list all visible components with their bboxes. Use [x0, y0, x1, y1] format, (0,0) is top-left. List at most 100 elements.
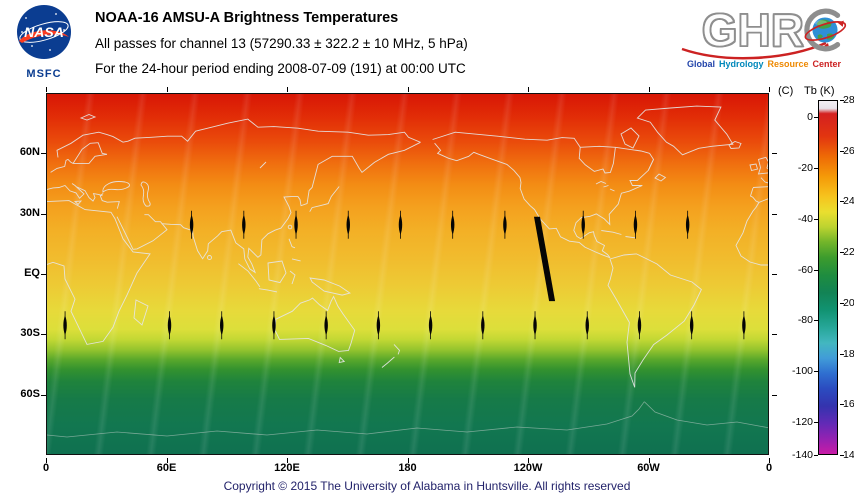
colorbar-kelvin-tick [840, 150, 844, 152]
colorbar-kelvin-tick-label: 160 [843, 398, 854, 411]
lon-tick-bottom [287, 458, 288, 463]
antarctic-coastlines [47, 401, 768, 438]
copyright-text: Copyright © 2015 The University of Alaba… [223, 479, 631, 493]
title-block: NOAA-16 AMSU-A Brightness Temperatures A… [95, 6, 468, 81]
lat-tick-right [772, 274, 777, 275]
ghrc-logo: GHR Global Hydrology Resource Center [678, 3, 850, 83]
colorbar-celsius-tick-label: -20 [797, 162, 813, 175]
lon-tick-bottom [407, 458, 409, 463]
colorbar-kelvin-tick-label: 260 [843, 144, 854, 157]
data-gap-mark [324, 315, 328, 336]
lat-tick-label: 30N [19, 206, 40, 219]
ghrc-subtitle-word: Center [812, 59, 842, 69]
map-panel: 0 60E 120E 180 120W 60W 0 60N 30N EQ 30S 60S [0, 87, 854, 479]
colorbar-kelvin-tick [840, 353, 844, 355]
lat-tick-right [772, 213, 777, 215]
colorbar-kelvin-tick-label: 280 [843, 94, 854, 106]
data-gap-mark [503, 214, 507, 235]
lon-tick-bottom [166, 458, 168, 463]
lon-tick-label: 60W [637, 462, 660, 474]
colorbar-celsius-tick-label: -140 [791, 449, 813, 461]
lon-tick-top [166, 87, 168, 92]
ghrc-subtitle-word: Hydrology [718, 59, 764, 69]
nasa-meatball-icon: NASA [17, 5, 71, 59]
map-canvas [46, 93, 769, 455]
nasa-logo: NASA MSFC [10, 2, 78, 80]
lon-tick-bottom [528, 458, 529, 463]
colorbar: (C) Tb (K) 280 260 240 220 200 180 160 140 0 -20 -… [778, 85, 854, 485]
colorbar-celsius-tick-label: 0 [807, 111, 813, 124]
lon-tick-top [769, 87, 770, 92]
data-gap-mark [376, 315, 381, 336]
lon-tick-top [46, 87, 47, 92]
lon-tick-label: 180 [398, 462, 417, 474]
colorbar-labels: 280 260 240 220 200 180 160 140 0 -20 -40 -60 -80 -10… [778, 85, 854, 485]
colorbar-celsius-tick-label: -80 [797, 314, 813, 327]
colorbar-kelvin-tick [840, 252, 844, 254]
lon-tick-bottom [769, 458, 770, 463]
swath-texture [47, 94, 768, 454]
colorbar-celsius-tick-label: -60 [797, 263, 813, 276]
data-gap-mark [189, 214, 194, 235]
colorbar-kelvin-tick-label: 140 [843, 449, 854, 461]
ghrc-letters: GHR [701, 4, 805, 56]
data-gap-mark [481, 315, 485, 336]
data-gap-mark [294, 214, 298, 235]
colorbar-celsius-title: (C) [778, 85, 794, 97]
data-gap-mark [272, 315, 276, 336]
lon-tick-top [528, 87, 529, 92]
colorbar-celsius-tick [814, 168, 818, 170]
colorbar-kelvin-tick-label: 220 [843, 246, 854, 259]
data-gap-mark [689, 315, 694, 336]
ghrc-subtitle-word: Resource [767, 59, 809, 69]
colorbar-kelvin-tick-label: 240 [843, 195, 854, 208]
lon-tick-bottom [648, 458, 650, 463]
colorbar-kelvin-tick [840, 455, 844, 456]
colorbar-gradient [818, 100, 838, 455]
data-gap-mark [633, 214, 638, 235]
ghrc-wordmark: GHR [678, 3, 850, 57]
colorbar-celsius-tick [814, 218, 818, 220]
colorbar-kelvin-tick-label: 180 [843, 347, 854, 360]
lat-tick-left [41, 394, 46, 396]
coastlines-overlay [47, 105, 768, 438]
header: NASA MSFC NOAA-16 AMSU-A Brightness Temp… [0, 0, 854, 90]
lon-tick-top [407, 87, 409, 92]
data-gap-mark [742, 315, 746, 336]
ghrc-globe-icon [804, 8, 847, 52]
lat-tick-label: 60S [20, 387, 40, 400]
colorbar-kelvin-tick [840, 404, 844, 406]
msfc-label: MSFC [26, 68, 62, 80]
colorbar-celsius-tick [814, 320, 818, 322]
subtitle-period: For the 24-hour period ending 2008-07-09… [95, 61, 466, 76]
data-gap-marks [63, 210, 746, 340]
colorbar-kelvin-tick [840, 100, 844, 101]
data-gap-mark [637, 315, 642, 336]
ghrc-subtitle-word: Global [686, 59, 715, 69]
lat-tick-left [41, 153, 46, 155]
data-gap-mark [533, 315, 537, 336]
lat-tick-label: EQ [24, 267, 40, 279]
data-gap-mark [585, 315, 589, 336]
lon-tick-label: 60E [156, 462, 177, 474]
data-gap-mark [220, 315, 224, 336]
ghrc-subtitle: Global Hydrology Resource Center [678, 59, 850, 69]
colorbar-celsius-tick [814, 117, 818, 119]
lon-tick-label: 0 [42, 462, 50, 474]
colorbar-kelvin-tick [840, 302, 844, 304]
lat-tick-right [772, 334, 777, 336]
colorbar-celsius-tick-label: -120 [791, 415, 813, 428]
data-gap-mark [398, 214, 403, 235]
colorbar-kelvin-tick-label: 200 [843, 296, 854, 309]
colorbar-celsius-tick [814, 370, 818, 372]
lat-tick-label: 60N [19, 146, 40, 159]
colorbar-celsius-tick [814, 455, 818, 456]
temperature-field [47, 94, 768, 454]
data-gap-mark [685, 214, 690, 235]
footer: Copyright © 2015 The University of Alaba… [0, 479, 854, 493]
lat-tick-left [41, 334, 46, 336]
lon-tick-label: 120W [513, 462, 543, 474]
coastlines [47, 105, 768, 388]
colorbar-celsius-tick-label: -40 [797, 212, 813, 225]
